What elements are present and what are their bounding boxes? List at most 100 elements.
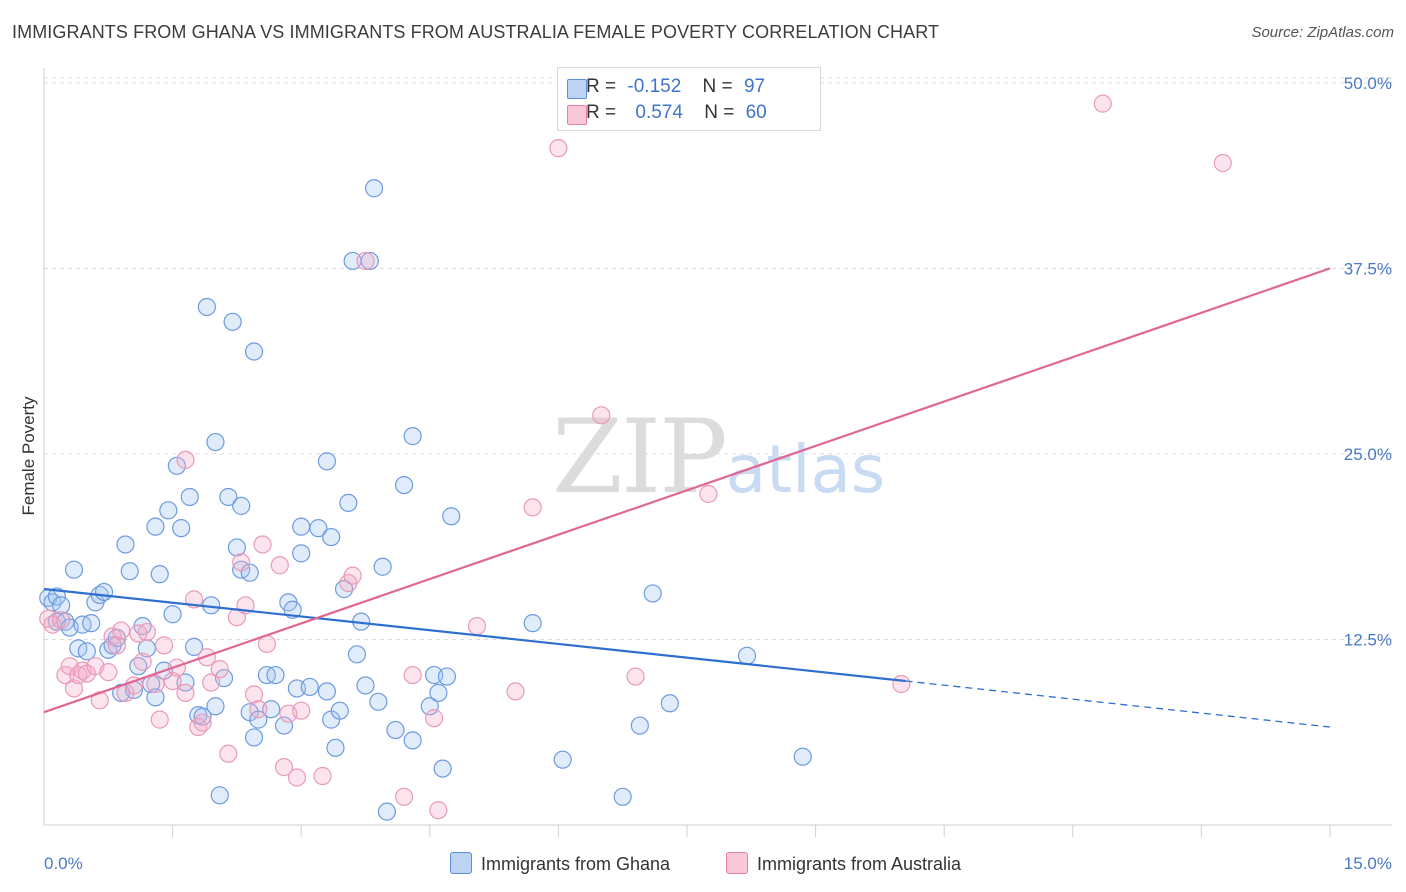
x-tick-label: 15.0% — [1344, 854, 1392, 873]
data-point-ghana — [206, 432, 225, 452]
y-tick-labels: 12.5% 25.0% 37.5% 50.0% — [1344, 74, 1392, 650]
data-point-australia — [287, 768, 307, 787]
data-point-australia — [313, 766, 332, 786]
data-point-australia — [699, 484, 718, 504]
data-point-ghana — [386, 720, 405, 740]
data-point-ghana — [223, 312, 242, 331]
data-point-australia — [210, 660, 229, 679]
source-label: Source: ZipAtlas.com — [1251, 24, 1394, 41]
australia-swatch — [567, 105, 587, 125]
data-point-australia — [167, 658, 186, 677]
data-point-ghana — [120, 562, 139, 581]
data-point-ghana — [172, 519, 191, 538]
data-point-australia — [150, 710, 169, 729]
data-point-ghana — [77, 642, 96, 661]
legend-r-value: 0.574 — [635, 102, 683, 123]
data-point-ghana — [146, 517, 165, 536]
data-point-ghana — [403, 427, 422, 446]
data-point-ghana — [317, 452, 337, 471]
stats-legend: R = -0.152 N = 97 R = 0.574 N = 60 — [557, 67, 821, 131]
x-tick-label: 0.0% — [44, 854, 83, 873]
legend-row-australia: R = 0.574 N = 60 — [567, 102, 767, 126]
data-point-ghana — [737, 646, 757, 665]
data-point-australia — [403, 665, 422, 685]
data-point-ghana — [47, 587, 66, 606]
australia-swatch — [726, 852, 748, 874]
data-point-ghana — [309, 519, 328, 538]
data-point-australia — [523, 498, 542, 517]
legend-label-ghana: Immigrants from Ghana — [481, 854, 671, 874]
data-point-australia — [253, 535, 272, 554]
y-tick-label: 50.0% — [1344, 74, 1392, 93]
data-point-australia — [592, 406, 611, 425]
data-point-australia — [394, 787, 414, 806]
data-point-australia — [146, 674, 165, 694]
data-point-australia — [506, 682, 525, 701]
data-point-ghana — [429, 683, 448, 702]
data-point-australia — [1213, 153, 1232, 173]
data-point-ghana — [364, 179, 384, 198]
trend-lines — [43, 267, 1331, 728]
data-point-ghana — [630, 716, 649, 735]
legend-r-label: R = — [586, 76, 617, 97]
data-point-australia — [56, 665, 75, 685]
data-point-australia — [64, 679, 84, 698]
legend-r-label: R = — [586, 102, 617, 123]
trend-line-ghana — [43, 587, 906, 683]
data-point-australia — [154, 636, 174, 655]
legend-n-label: N = — [702, 76, 733, 97]
data-point-ghana — [322, 527, 341, 547]
data-point-australia — [292, 701, 311, 720]
data-point-australia — [202, 673, 221, 692]
data-point-ghana — [210, 786, 229, 805]
data-point-australia — [219, 744, 238, 763]
x-tick-labels: 0.0% 15.0% — [44, 854, 1392, 873]
data-point-ghana — [266, 665, 285, 685]
data-point-australia — [467, 617, 487, 636]
data-point-australia — [124, 676, 144, 695]
y-tick-label: 12.5% — [1344, 630, 1392, 649]
legend-n-value: 60 — [745, 102, 767, 123]
data-point-australia — [176, 450, 195, 469]
data-point-ghana — [159, 501, 178, 520]
data-point-australia — [137, 622, 156, 642]
data-point-australia — [232, 553, 251, 572]
trend-line-ghana-extrapolated — [905, 680, 1331, 728]
series-australia — [39, 94, 1232, 820]
data-point-ghana — [244, 728, 264, 747]
data-point-ghana — [437, 667, 457, 686]
data-point-australia — [52, 611, 71, 630]
data-point-ghana — [403, 731, 422, 750]
data-point-ghana — [356, 676, 375, 695]
watermark-zip: ZIP — [552, 398, 728, 517]
data-point-ghana — [369, 692, 388, 711]
data-point-australia — [193, 713, 212, 732]
data-point-ghana — [219, 487, 238, 507]
data-point-ghana — [193, 707, 212, 726]
legend-r-value: -0.152 — [627, 76, 682, 97]
legend-item-australia: Immigrants from Australia — [726, 852, 961, 875]
data-point-australia — [133, 652, 152, 671]
data-point-australia — [163, 671, 182, 691]
data-point-australia — [549, 139, 568, 158]
data-point-ghana — [420, 697, 439, 716]
data-point-ghana — [274, 716, 294, 735]
data-point-ghana — [249, 710, 268, 729]
data-point-ghana — [180, 487, 199, 507]
watermark-atlas: atlas — [725, 431, 886, 508]
data-point-ghana — [347, 645, 367, 664]
data-point-ghana — [64, 560, 84, 579]
data-point-ghana — [163, 605, 182, 624]
ghana-swatch — [450, 852, 472, 874]
data-point-australia — [197, 648, 216, 667]
data-point-ghana — [300, 677, 319, 697]
data-point-ghana — [523, 614, 542, 633]
y-tick-label: 25.0% — [1344, 445, 1392, 464]
data-point-ghana — [137, 639, 156, 658]
data-point-australia — [424, 709, 444, 728]
data-point-ghana — [184, 637, 204, 656]
data-point-australia — [1093, 94, 1112, 113]
legend-item-ghana: Immigrants from Ghana — [450, 852, 670, 875]
data-point-ghana — [206, 697, 225, 716]
